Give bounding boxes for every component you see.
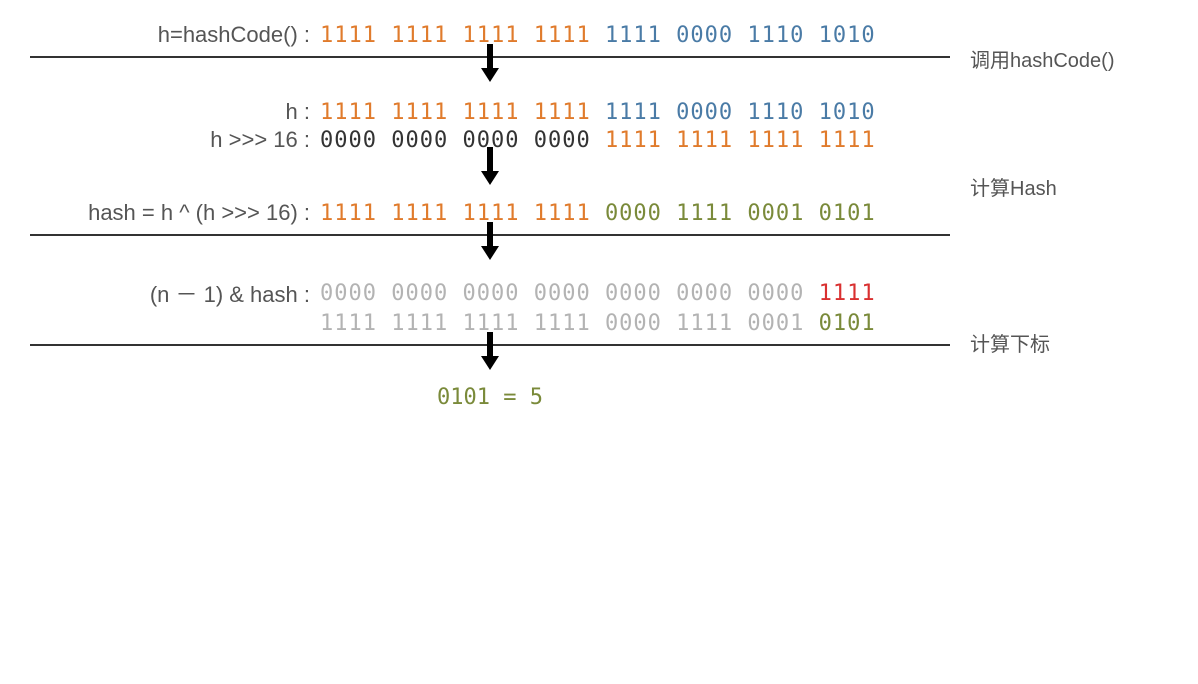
bits-h-shr16: 0000 0000 0000 0000 1111 1111 1111 1111 [320,128,876,153]
comment-compute-hash: 计算Hash [950,172,1168,201]
bits-n-minus-1: 0000 0000 0000 0000 0000 0000 0000 1111 [320,281,876,306]
bits-hash-xor: 1111 1111 1111 1111 0000 1111 0001 0101 [320,201,876,226]
result-text: 0101 = 5 [437,385,543,410]
label-h: h : [30,99,320,125]
label-h-shr16: h >>> 16 : [30,127,320,153]
bits-h: 1111 1111 1111 1111 1111 0000 1110 1010 [320,100,876,125]
label-n1-and-hash: (n － 1) & hash : [30,277,320,309]
arrow-down [30,246,950,265]
step-compute-hash: h : 1111 1111 1111 1111 1111 0000 1110 1… [30,97,1168,275]
comment-hashcode: 调用hashCode() [950,44,1168,73]
label-hashcode: h=hashCode() : [30,22,320,48]
arrow-down [30,68,950,87]
step-compute-index: (n － 1) & hash : 0000 0000 0000 0000 000… [30,275,1168,410]
arrow-down [30,171,950,190]
result: 0101 = 5 [30,385,950,410]
bits-hashcode: 1111 1111 1111 1111 1111 0000 1110 1010 [320,23,876,48]
bits-hash-masked: 1111 1111 1111 1111 0000 1111 0001 0101 [320,311,876,336]
comment-compute-index: 计算下标 [950,328,1168,357]
label-hash-xor: hash = h ^ (h >>> 16) : [30,200,320,226]
step-hashcode: h=hashCode() : 1111 1111 1111 1111 1111 … [30,20,1168,97]
arrow-down [30,356,950,375]
